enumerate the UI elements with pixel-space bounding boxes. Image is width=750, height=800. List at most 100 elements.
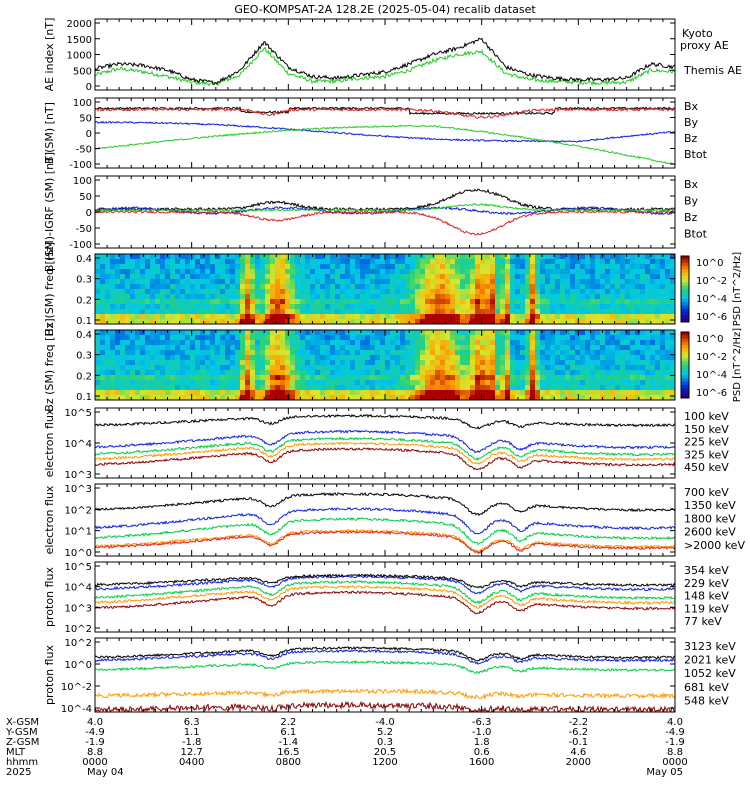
spec-cell	[100, 259, 106, 265]
spec-cell	[670, 299, 676, 305]
spec-cell	[455, 299, 461, 305]
spec-cell	[485, 309, 491, 315]
spec-cell	[500, 335, 506, 341]
spec-cell	[550, 269, 556, 275]
spec-cell	[155, 385, 161, 391]
spec-cell	[265, 279, 271, 285]
spec-cell	[380, 259, 386, 265]
spec-cell	[590, 330, 596, 336]
spec-cell	[300, 269, 306, 275]
spec-cell	[605, 335, 611, 341]
spec-cell	[545, 335, 551, 341]
spec-cell	[320, 279, 326, 285]
spec-cell	[140, 370, 146, 376]
spec-cell	[215, 264, 221, 270]
spec-cell	[605, 385, 611, 391]
spec-cell	[350, 330, 356, 336]
spec-cell	[340, 299, 346, 305]
spec-cell	[155, 259, 161, 265]
spec-cell	[325, 279, 331, 285]
spec-cell	[500, 299, 506, 305]
spec-cell	[105, 304, 111, 310]
spec-cell	[455, 284, 461, 290]
spec-cell	[380, 304, 386, 310]
spec-cell	[240, 375, 246, 381]
spec-cell	[410, 294, 416, 300]
spec-cell	[415, 340, 421, 346]
spec-cell	[100, 335, 106, 341]
spec-cell	[200, 380, 206, 386]
spec-cell	[655, 299, 661, 305]
spec-cell	[265, 289, 271, 295]
spec-cell	[420, 340, 426, 346]
spec-cell	[570, 340, 576, 346]
spec-cell	[305, 370, 311, 376]
ephemeris-value: 8.8	[87, 747, 103, 758]
spec-cell	[615, 395, 621, 401]
spec-cell	[215, 319, 221, 325]
spec-cell	[615, 335, 621, 341]
spec-cell	[265, 309, 271, 315]
spec-cell	[385, 284, 391, 290]
spec-cell	[620, 355, 626, 361]
spec-cell	[355, 259, 361, 265]
spec-cell	[405, 335, 411, 341]
spec-cell	[200, 395, 206, 401]
spec-cell	[210, 355, 216, 361]
spec-cell	[505, 345, 511, 351]
spec-cell	[315, 269, 321, 275]
spec-cell	[595, 335, 601, 341]
spec-cell	[485, 269, 491, 275]
spec-cell	[640, 370, 646, 376]
spec-cell	[500, 284, 506, 290]
spec-cell	[195, 269, 201, 275]
spec-cell	[205, 319, 211, 325]
spec-cell	[610, 279, 616, 285]
spec-cell	[250, 289, 256, 295]
spec-cell	[590, 274, 596, 280]
spec-cell	[465, 259, 471, 265]
spec-cell	[290, 340, 296, 346]
y-tick-label-bdiff: -50	[76, 224, 92, 235]
spec-cell	[570, 350, 576, 356]
spec-cell	[280, 395, 286, 401]
spec-cell	[460, 259, 466, 265]
spec-cell	[340, 380, 346, 386]
spec-cell	[380, 385, 386, 391]
spec-cell	[415, 360, 421, 366]
spec-cell	[365, 269, 371, 275]
spec-cell	[455, 345, 461, 351]
spec-cell	[470, 314, 476, 320]
spec-cell	[620, 345, 626, 351]
spec-cell	[445, 365, 451, 371]
spec-cell	[345, 294, 351, 300]
spec-cell	[530, 279, 536, 285]
spec-cell	[425, 284, 431, 290]
spec-cell	[645, 294, 651, 300]
spec-cell	[400, 294, 406, 300]
spec-cell	[630, 335, 636, 341]
spec-cell	[465, 355, 471, 361]
spec-cell	[230, 335, 236, 341]
spec-cell	[425, 335, 431, 341]
spec-cell	[345, 274, 351, 280]
spec-cell	[115, 375, 121, 381]
spec-cell	[340, 395, 346, 401]
spec-cell	[325, 319, 331, 325]
spec-cell	[280, 314, 286, 320]
spec-cell	[315, 340, 321, 346]
spec-cell	[365, 360, 371, 366]
spec-cell	[255, 264, 261, 270]
spec-cell	[310, 299, 316, 305]
spec-cell	[600, 340, 606, 346]
spec-cell	[190, 294, 196, 300]
spec-cell	[560, 350, 566, 356]
spec-cell	[515, 370, 521, 376]
spec-cell	[105, 355, 111, 361]
spec-cell	[180, 284, 186, 290]
legend-ehi-0: 700 keV	[684, 486, 729, 499]
spec-cell	[275, 264, 281, 270]
spec-cell	[665, 330, 671, 336]
spec-cell	[120, 264, 126, 270]
spec-cell	[280, 304, 286, 310]
